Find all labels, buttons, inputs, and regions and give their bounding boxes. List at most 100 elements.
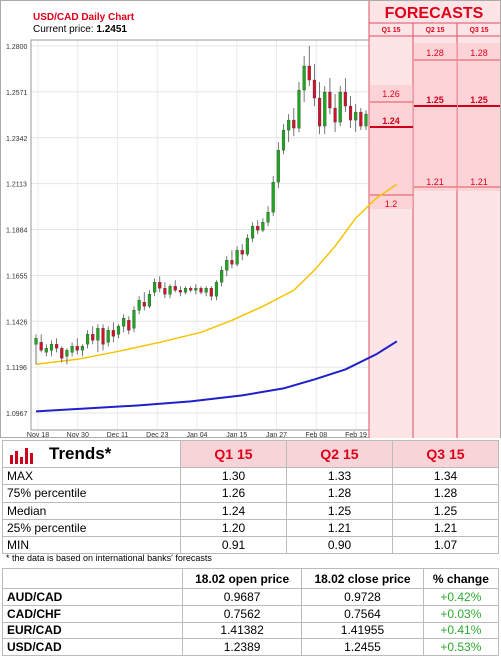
trends-title: Trends* — [49, 444, 112, 463]
q2-low-label: 1.21 — [426, 177, 444, 187]
candle-body — [39, 342, 43, 351]
cell-value: 1.33 — [286, 466, 393, 486]
rates-table: 18.02 open price 18.02 close price % cha… — [2, 568, 500, 656]
close-price: 0.9728 — [301, 588, 424, 606]
candle-body — [287, 119, 291, 131]
candle-body — [281, 129, 286, 151]
x-tick-label: Feb 08 — [305, 432, 327, 438]
candle-body — [318, 97, 322, 127]
candle-body — [266, 212, 270, 223]
candle — [292, 108, 296, 137]
rates-header-row: 18.02 open price 18.02 close price % cha… — [2, 568, 500, 589]
candle-body — [65, 350, 69, 357]
candle-body — [49, 344, 54, 351]
candle — [147, 290, 152, 309]
cell-value: 1.28 — [392, 484, 499, 503]
candle-body — [276, 149, 280, 183]
candle — [359, 108, 363, 131]
candle — [245, 234, 249, 257]
x-tick-label: Nov 30 — [67, 432, 89, 438]
y-tick-label: 1.2342 — [6, 136, 28, 143]
candle — [65, 348, 69, 365]
candle-body — [323, 91, 327, 127]
y-tick-label: 1.2800 — [6, 44, 28, 51]
cell-value: 1.34 — [392, 466, 499, 486]
row-label: MIN — [2, 536, 181, 555]
candle — [307, 46, 311, 87]
x-tick-label: Nov 18 — [27, 432, 49, 438]
candle-body — [44, 348, 48, 353]
q3-high-label: 1.28 — [470, 48, 488, 58]
candle-body — [137, 300, 141, 311]
candle — [235, 246, 239, 267]
candle-body — [333, 107, 337, 123]
candle — [96, 324, 100, 353]
y-tick-label: 1.1426 — [6, 319, 28, 326]
cell-value: 1.21 — [286, 518, 393, 538]
table-row: 75% percentile 1.26 1.28 1.28 — [2, 484, 499, 503]
pair-label: USD/CAD — [2, 638, 183, 656]
rates-col-close: 18.02 close price — [301, 568, 424, 589]
trends-col-q2: Q2 15 — [286, 440, 393, 468]
candle-body — [230, 260, 234, 265]
candle — [132, 306, 136, 333]
candle-body — [235, 250, 239, 265]
row-label: 75% percentile — [2, 484, 181, 503]
candles — [34, 46, 368, 365]
cell-value: 1.21 — [392, 518, 499, 538]
moving-average-slow — [35, 340, 398, 413]
candle-body — [307, 65, 311, 81]
y-tick-label: 1.0967 — [6, 411, 28, 418]
candle — [194, 284, 198, 295]
candle — [183, 286, 188, 295]
candle-body — [240, 250, 244, 255]
candle-body — [209, 288, 213, 297]
candle — [318, 82, 322, 135]
cell-value: 1.25 — [392, 501, 499, 520]
forecast-col-q1: Q1 15 — [381, 27, 400, 34]
candle — [34, 334, 38, 365]
usdcad-chart: 1.2800 1.2571 1.2342 1.2113 1.1884 1.1655 1.14… — [0, 0, 501, 438]
candle-body — [271, 181, 275, 213]
candle — [153, 278, 157, 297]
table-row: Median 1.24 1.25 1.25 — [2, 501, 499, 520]
footnote: * the data is based on international ban… — [6, 553, 212, 563]
candle-body — [312, 79, 317, 99]
row-label: MAX — [2, 466, 181, 486]
candle — [287, 114, 291, 143]
rates-corner — [2, 568, 183, 589]
y-tick-label: 1.1655 — [6, 273, 28, 280]
cell-value: 1.30 — [180, 466, 287, 486]
x-tick-label: Jan 27 — [266, 432, 287, 438]
candle — [178, 286, 182, 297]
candle-body — [359, 111, 363, 127]
current-price-value: 1.2451 — [96, 24, 127, 35]
y-axis: 1.2800 1.2571 1.2342 1.2113 1.1884 1.1655 1.14… — [6, 44, 28, 418]
candle-body — [214, 282, 219, 297]
row-label: Median — [2, 501, 181, 520]
candle-body — [338, 91, 342, 123]
candle-body — [204, 288, 208, 293]
candle — [323, 86, 327, 135]
candle-body — [354, 111, 358, 121]
candle-body — [245, 238, 249, 255]
q3-median-label: 1.25 — [470, 95, 488, 105]
q2-median-label: 1.25 — [426, 95, 444, 105]
candle — [91, 326, 95, 345]
candle — [127, 316, 131, 335]
candle-body — [328, 91, 332, 109]
table-row: MIN 0.91 0.90 1.07 — [2, 536, 499, 555]
candle-body — [183, 288, 188, 293]
open-price: 0.7562 — [181, 604, 303, 623]
candle-body — [91, 334, 95, 341]
candle — [225, 256, 229, 277]
y-tick-label: 1.2113 — [6, 182, 27, 189]
candle-body — [178, 290, 182, 293]
candle — [209, 286, 213, 301]
candle — [348, 96, 353, 129]
candle — [204, 286, 208, 297]
candle-body — [75, 346, 79, 351]
cell-value: 0.91 — [180, 536, 287, 555]
chart-title: USD/CAD Daily Chart — [33, 12, 135, 23]
candle-body — [220, 270, 224, 283]
